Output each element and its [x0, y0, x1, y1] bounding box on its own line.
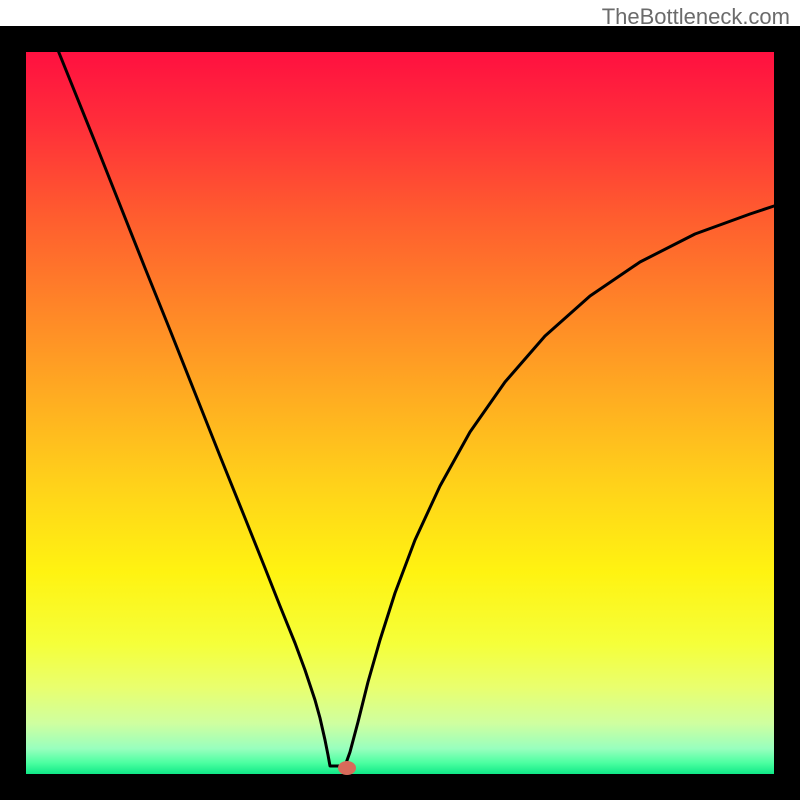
chart-container: TheBottleneck.com	[0, 0, 800, 800]
plot-background	[26, 52, 774, 774]
bottleneck-chart	[0, 0, 800, 800]
optimal-point-marker	[338, 761, 356, 775]
watermark-label: TheBottleneck.com	[602, 4, 790, 30]
